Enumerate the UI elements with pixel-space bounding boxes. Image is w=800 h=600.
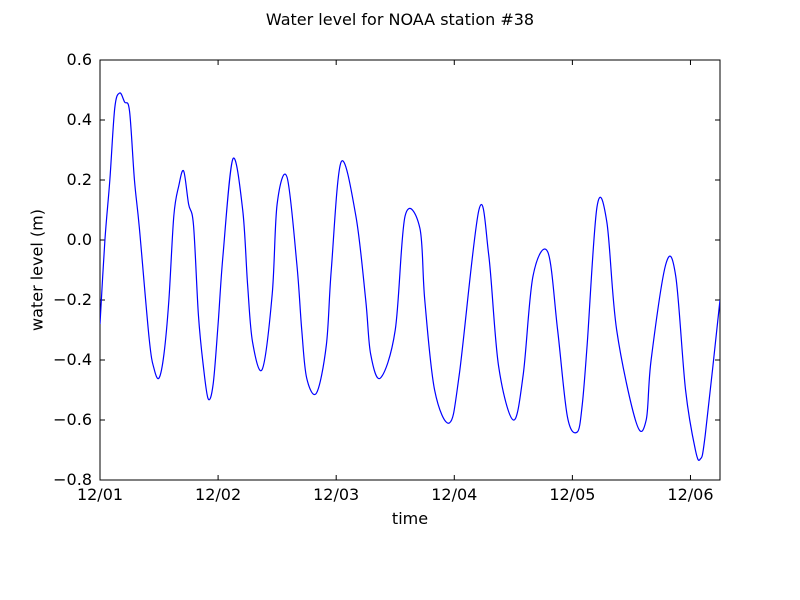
y-tick-label: 0.2 — [67, 170, 92, 189]
x-tick-label: 12/05 — [549, 485, 595, 504]
x-tick-label: 12/02 — [195, 485, 241, 504]
x-axis-label: time — [391, 509, 429, 528]
y-tick-label: 0.4 — [67, 110, 92, 129]
y-tick-label: −0.2 — [53, 290, 92, 309]
y-tick-label: 0.0 — [67, 230, 92, 249]
chart-title: Water level for NOAA station #38 — [265, 10, 535, 29]
y-tick-label: 0.6 — [67, 50, 92, 69]
water-level-series-line — [100, 92, 720, 461]
x-tick-label: 12/01 — [77, 485, 123, 504]
x-tick-label: 12/03 — [313, 485, 359, 504]
chart-layer: 12/01 12/02 12/03 12/04 12/05 12/06 0.6 0.4 0.2 0… — [53, 50, 721, 504]
plot-frame — [99, 59, 721, 481]
y-tick-label: −0.8 — [53, 470, 92, 489]
x-tick-label: 12/06 — [667, 485, 713, 504]
x-tick-label: 12/04 — [431, 485, 477, 504]
y-tick-label: −0.4 — [53, 350, 92, 369]
y-tick-label: −0.6 — [53, 410, 92, 429]
y-axis-label: water level (m) — [27, 209, 47, 331]
